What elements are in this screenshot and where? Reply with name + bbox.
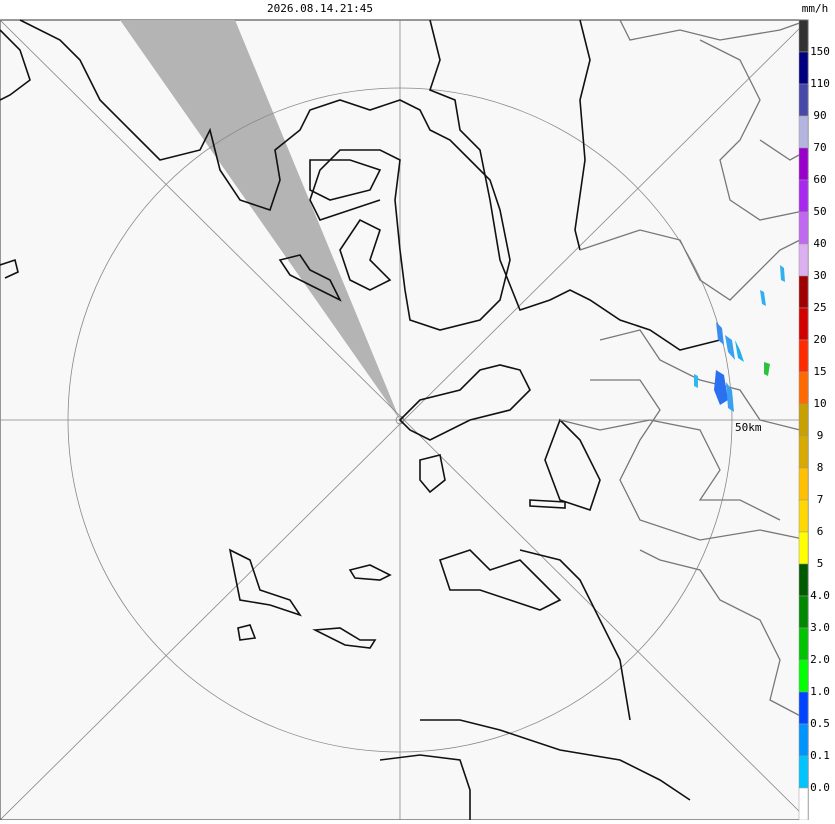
legend-label: 4.0 (810, 589, 830, 602)
echo (714, 370, 728, 405)
legend-label: 50 (813, 205, 826, 218)
legend-label: 9 (817, 429, 824, 442)
legend-swatch (798, 115, 809, 149)
legend-label: 40 (813, 237, 826, 250)
coastline (438, 549, 562, 611)
legend-label: 0.5 (810, 717, 830, 730)
legend-swatch (798, 51, 809, 85)
legend-swatch (798, 307, 809, 341)
echo (725, 335, 735, 360)
legend-swatch (798, 211, 809, 245)
coastline (574, 19, 591, 251)
coastline (348, 564, 392, 581)
legend-label: 30 (813, 269, 826, 282)
legend-label: 0.1 (810, 749, 830, 762)
echo (716, 322, 724, 345)
legend-swatch (798, 755, 809, 789)
coastline (339, 218, 392, 291)
unit-label: mm/h (802, 2, 829, 15)
legend-label: 6 (817, 525, 824, 538)
coastline (429, 19, 721, 351)
border (699, 39, 809, 221)
legend-label: 25 (813, 301, 826, 314)
legend-swatch (798, 371, 809, 405)
legend-label: 15 (813, 365, 826, 378)
border (579, 229, 801, 301)
border (639, 549, 809, 721)
legend-swatch (798, 563, 809, 597)
legend-label: 5 (817, 557, 824, 570)
legend-swatch (798, 435, 809, 469)
echo (780, 265, 785, 282)
color-legend: 150 110 90 70 60 50 40 30 25 20 15 10 9 8 7 6 5 4.0 3.0 2.0… (798, 19, 830, 821)
legend-swatch (798, 691, 809, 725)
legend-label: 20 (813, 333, 826, 346)
echo (760, 290, 766, 306)
legend-swatch (798, 531, 809, 565)
coastline (398, 364, 531, 441)
coastline (0, 258, 19, 279)
border (590, 379, 809, 541)
coastline (419, 454, 446, 494)
legend-swatch (798, 243, 809, 277)
legend-swatch (798, 723, 809, 757)
coastline (544, 418, 601, 512)
legend-label: 3.0 (810, 621, 830, 634)
timestamp: 2026.08.14.21:45 (267, 2, 373, 15)
coastline (278, 254, 342, 302)
border (599, 329, 801, 431)
echo (726, 382, 734, 412)
legend-swatch (798, 147, 809, 181)
coastline (228, 548, 302, 617)
legend-label: 2.0 (810, 653, 830, 666)
radar-site (395, 415, 405, 425)
coastline (309, 159, 382, 201)
legend-label: 90 (813, 109, 826, 122)
legend-label: 8 (817, 461, 824, 474)
legend-label: 110 (810, 77, 830, 90)
map: 50km (0, 19, 809, 821)
legend-label: 1.0 (810, 685, 830, 698)
coastline (312, 627, 377, 649)
legend-swatch (798, 499, 809, 533)
legend-swatch (798, 83, 809, 117)
legend-label: 150 (810, 45, 830, 58)
legend-label: 70 (813, 141, 826, 154)
beam-block (120, 20, 400, 420)
coastline (529, 499, 566, 509)
echo (694, 374, 698, 388)
legend-swatch (798, 403, 809, 437)
legend-swatch (798, 467, 809, 501)
legend-swatch (798, 595, 809, 629)
legend-label: 7 (817, 493, 824, 506)
legend-swatch (798, 339, 809, 373)
coastline (379, 754, 471, 820)
border (559, 419, 781, 521)
range-label: 50km (735, 421, 762, 434)
legend-swatch (798, 787, 809, 821)
coastline (19, 19, 511, 331)
echo (764, 362, 770, 376)
legend-label: 10 (813, 397, 826, 410)
echo (735, 340, 744, 362)
legend-swatch (798, 627, 809, 661)
coastline (237, 624, 257, 641)
border (619, 19, 809, 41)
legend-swatch (798, 19, 809, 53)
echoes (694, 265, 785, 412)
coastline (0, 29, 31, 101)
legend-swatch (798, 179, 809, 213)
coastline (519, 549, 631, 721)
coastline (420, 719, 691, 801)
legend-swatch (798, 275, 809, 309)
legend-label: 0.0 (810, 781, 830, 794)
legend-label: 60 (813, 173, 826, 186)
legend-swatch (798, 659, 809, 693)
